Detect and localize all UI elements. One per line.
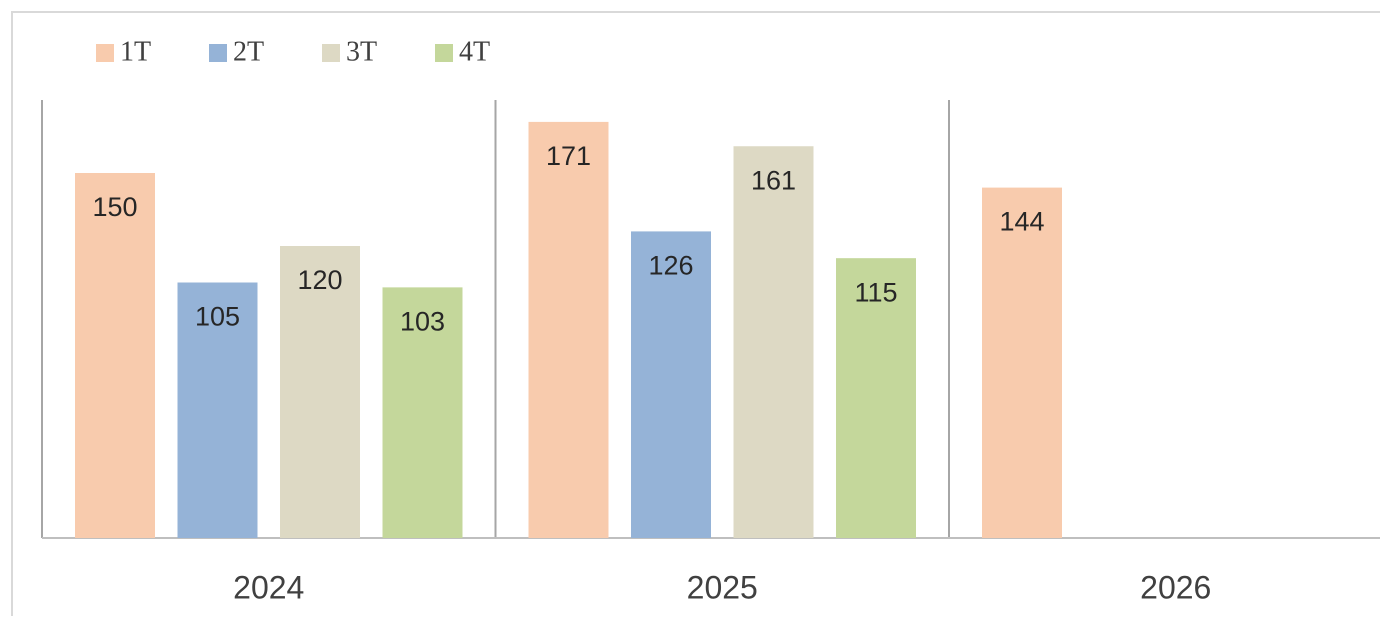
legend-label: 1T: [120, 36, 151, 67]
bar: [382, 287, 463, 538]
bar: [836, 258, 916, 538]
data-label: 103: [400, 306, 445, 336]
data-label: 115: [854, 277, 897, 307]
legend-label: 4T: [459, 36, 490, 67]
bar: [75, 173, 155, 538]
data-label: 171: [546, 141, 591, 171]
chart-frame: [11, 11, 1380, 616]
legend-swatch: [435, 44, 453, 62]
x-tick-label: 2025: [687, 569, 758, 605]
bar: [280, 246, 360, 538]
legend-swatch: [322, 44, 340, 62]
data-label: 105: [195, 302, 240, 332]
data-label: 161: [751, 165, 796, 195]
bar: [982, 187, 1062, 538]
legend-label: 3T: [346, 36, 377, 67]
data-label: 144: [999, 207, 1044, 237]
bar: [733, 146, 814, 538]
bar: [177, 282, 258, 538]
data-label: 120: [297, 265, 342, 295]
legend-label: 2T: [233, 36, 264, 67]
x-tick-label: 2024: [233, 569, 304, 605]
bar: [528, 121, 609, 539]
data-label: 126: [648, 251, 693, 281]
x-tick-label: 2026: [1140, 569, 1211, 605]
legend-swatch: [96, 44, 114, 62]
bar: [631, 231, 711, 538]
data-label: 150: [92, 192, 137, 222]
legend-swatch: [209, 44, 227, 62]
